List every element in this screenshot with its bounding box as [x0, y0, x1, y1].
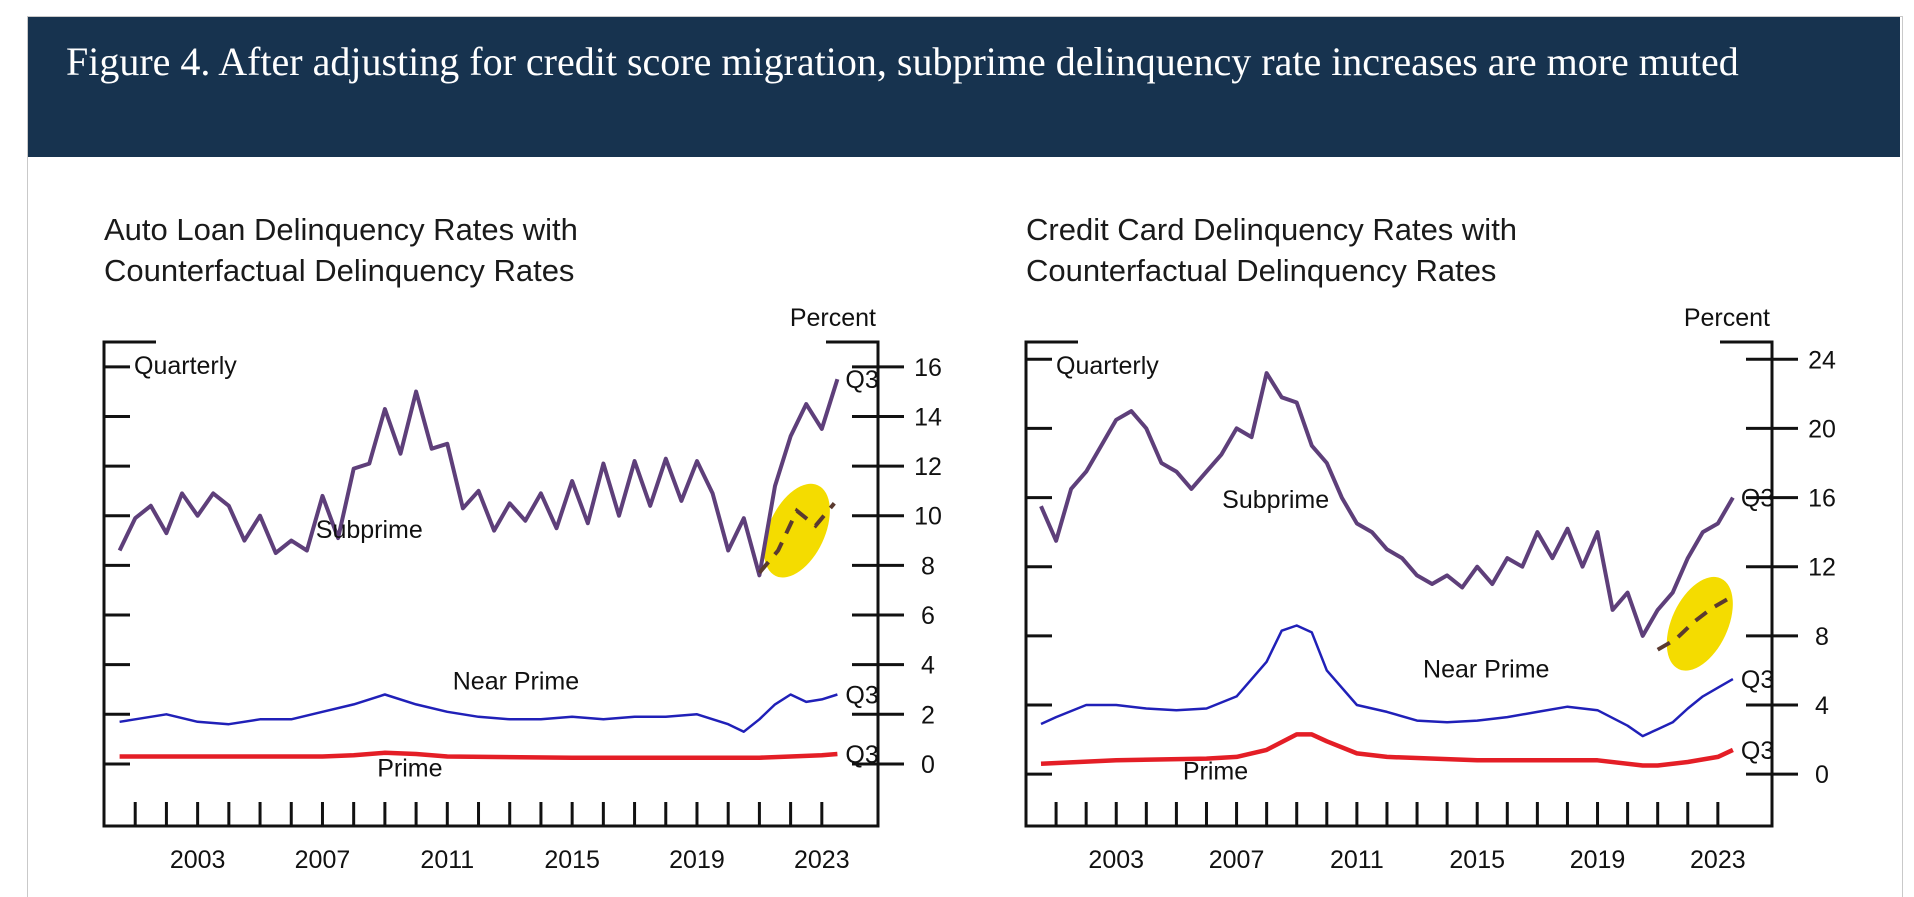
chart2-ytick-label: 16 [1808, 485, 1836, 513]
chart2-end-label-q3: Q3 [1741, 485, 1774, 513]
chart2-xtick-label: 2007 [1209, 846, 1265, 874]
chart2-xtick-label: 2011 [1330, 846, 1384, 874]
chart2-xtick-label: 2019 [1570, 846, 1626, 874]
chart2-frequency-label: Quarterly [1056, 352, 1159, 380]
chart1-annotation-subprime: Subprime [316, 516, 423, 544]
chart2-end-label-q3: Q3 [1741, 666, 1774, 694]
chart1-title-line: Auto Loan Delinquency Rates with [104, 212, 578, 247]
chart2-title-line: Counterfactual Delinquency Rates [1026, 253, 1496, 288]
chart1-series-near-prime [119, 693, 838, 733]
chart1-counterfactual-line [757, 502, 836, 575]
chart1-ytick-label: 0 [921, 751, 935, 779]
chart1-annotation-prime: Prime [377, 754, 442, 782]
chart2-ytick-label: 8 [1815, 623, 1829, 651]
chart1-ytick-label: 2 [921, 701, 935, 729]
chart1-xtick-label: 2019 [669, 846, 725, 874]
chart1-ytick-label: 8 [921, 552, 935, 580]
chart2-xtick-label: 2023 [1690, 846, 1746, 874]
chart1-frequency-label: Quarterly [134, 352, 237, 380]
chart1-end-label-q3: Q3 [845, 366, 878, 394]
chart1-xtick-label: 2015 [544, 846, 600, 874]
chart1-highlight-mark [763, 483, 830, 578]
chart1-ylabel: Percent [790, 304, 876, 332]
chart1-series-subprime [117, 378, 840, 578]
chart1-xtick-label: 2023 [794, 846, 850, 874]
chart2-xtick-label: 2003 [1088, 846, 1144, 874]
chart2-series-prime [1040, 732, 1734, 768]
chart2-counterfactual-line [1656, 596, 1731, 652]
chart2-series-near-prime [1040, 624, 1734, 738]
chart2-annotation-subprime: Subprime [1222, 486, 1329, 514]
chart1-ytick-label: 16 [914, 354, 942, 382]
chart1-xtick-label: 2011 [420, 846, 474, 874]
chart2-ytick-label: 20 [1808, 415, 1836, 443]
title-banner: Figure 4. After adjusting for credit sco… [28, 17, 1900, 157]
chart2-series-subprime [1039, 371, 1735, 638]
chart1-ytick-label: 10 [914, 503, 942, 531]
chart2-title-line: Credit Card Delinquency Rates with [1026, 212, 1517, 247]
chart1-title-line: Counterfactual Delinquency Rates [104, 253, 574, 288]
chart1-annotation-near-prime: Near Prime [453, 667, 579, 695]
chart1-end-label-q3: Q3 [845, 741, 878, 769]
chart2-ylabel: Percent [1684, 304, 1770, 332]
chart1-ytick-label: 14 [914, 403, 942, 431]
chart2-annotation-prime: Prime [1183, 757, 1248, 785]
chart2-ytick-label: 0 [1815, 761, 1829, 789]
chart1-end-label-q3: Q3 [845, 681, 878, 709]
chart2-ytick-label: 12 [1808, 554, 1836, 582]
chart2-annotation-near-prime: Near Prime [1423, 655, 1549, 683]
chart1-ytick-label: 4 [921, 652, 935, 680]
chart2-highlight-mark [1666, 576, 1733, 671]
chart1-series-prime [119, 750, 838, 760]
chart2-plot-frame [1024, 340, 1774, 828]
chart1-ytick-label: 12 [914, 453, 942, 481]
chart1-xtick-label: 2003 [170, 846, 226, 874]
chart1-ytick-label: 6 [921, 602, 935, 630]
figure-title: Figure 4. After adjusting for credit sco… [66, 39, 1739, 84]
chart2-end-label-q3: Q3 [1741, 737, 1774, 765]
chart2-xtick-label: 2015 [1449, 846, 1505, 874]
chart2-ytick-label: 24 [1808, 346, 1836, 374]
chart1-plot-frame [102, 340, 880, 828]
chart1-xtick-label: 2007 [295, 846, 351, 874]
chart2-ytick-label: 4 [1815, 692, 1829, 720]
figure-frame [27, 16, 1903, 897]
